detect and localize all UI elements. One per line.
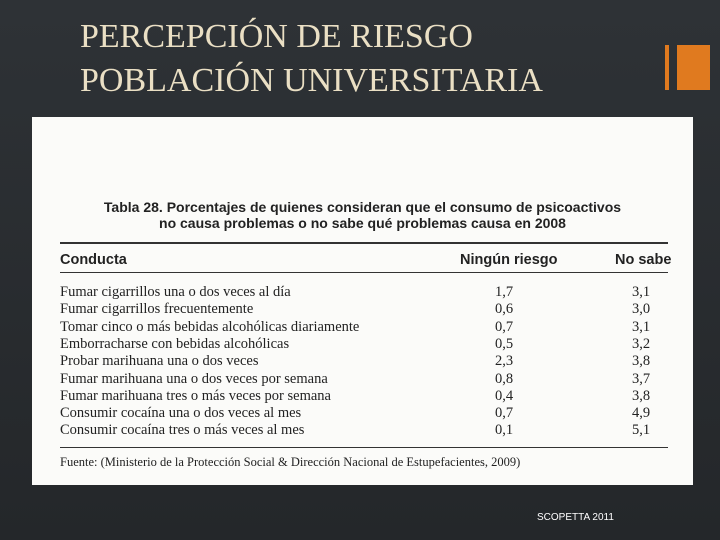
row-label: Tomar cinco o más bebidas alcohólicas di… (60, 318, 360, 335)
row-label: Fumar marihuana tres o más veces por sem… (60, 387, 331, 404)
table-source: Fuente: (Ministerio de la Protección Soc… (60, 455, 521, 469)
row-label: Emborracharse con bebidas alcohólicas (60, 335, 290, 352)
cell-value: 5,1 (632, 422, 651, 439)
row-label: Consumir cocaína tres o más veces al mes (60, 422, 305, 439)
column-header: Conducta (60, 252, 127, 268)
cell-value: 3,8 (632, 387, 651, 404)
cell-value: 3,2 (632, 335, 651, 352)
cell-value: 3,0 (632, 301, 651, 318)
title-line: POBLACIÓN UNIVERSITARIA (80, 62, 543, 99)
column-header: No sabe (615, 252, 672, 268)
table-scan: Tabla 28. Porcentajes de quienes conside… (32, 117, 693, 485)
row-label: Consumir cocaína una o dos veces al mes (60, 405, 302, 422)
title-line: PERCEPCIÓN DE RIESGO (80, 18, 473, 55)
cell-value: 0,5 (495, 335, 514, 352)
rule (60, 447, 668, 448)
cell-value: 3,8 (632, 353, 651, 370)
cell-value: 0,1 (495, 422, 514, 439)
cell-value: 0,8 (495, 370, 514, 387)
table-caption: no causa problemas o no sabe qué problem… (159, 215, 566, 231)
accent-bar (665, 45, 669, 90)
row-label: Fumar cigarrillos una o dos veces al día (60, 284, 291, 300)
cell-value: 0,7 (495, 318, 514, 335)
footer: SCOPETTA 2011 (537, 512, 614, 523)
rule (60, 242, 668, 244)
row-label: Fumar marihuana una o dos veces por sema… (60, 370, 328, 387)
cell-value: 0,4 (495, 387, 514, 404)
row-label: Probar marihuana una o dos veces (60, 353, 259, 370)
column-header: Ningún riesgo (460, 252, 558, 268)
rule (60, 272, 668, 273)
cell-value: 3,7 (632, 370, 651, 387)
cell-value: 3,1 (632, 318, 651, 335)
cell-value: 2,3 (495, 353, 514, 370)
table-caption: Tabla 28. Porcentajes de quienes conside… (103, 199, 622, 215)
row-label: Fumar cigarrillos frecuentemente (60, 301, 254, 318)
cell-value: 3,1 (632, 284, 651, 300)
cell-value: 4,9 (632, 405, 651, 422)
cell-value: 0,6 (495, 301, 514, 318)
accent-block (677, 45, 710, 90)
cell-value: 1,7 (495, 284, 514, 300)
cell-value: 0,7 (495, 405, 514, 422)
